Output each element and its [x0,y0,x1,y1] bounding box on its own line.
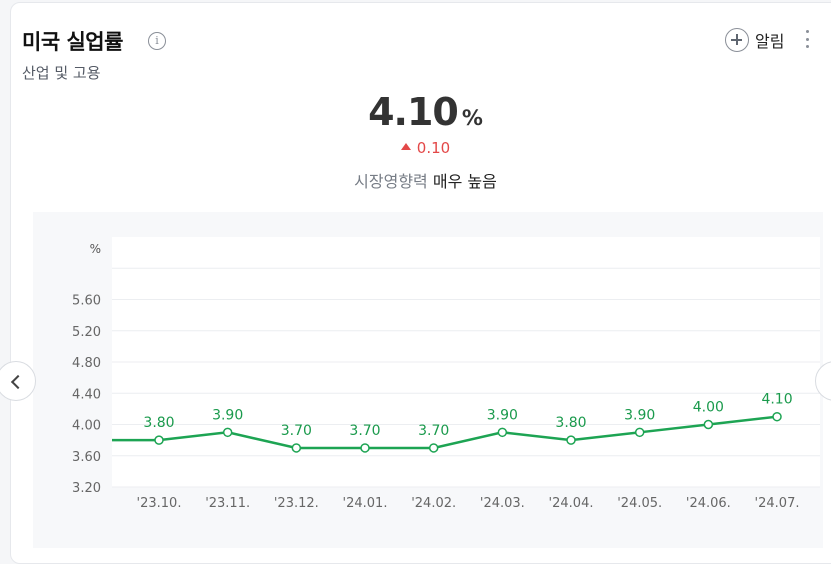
chevron-left-icon [10,374,26,390]
page-title: 미국 실업률 [22,30,123,54]
alarm-label: 알림 [755,32,785,51]
chart-area [33,212,823,548]
change-row: 0.10 [0,139,831,157]
market-impact: 시장영향력 매우 높음 [0,168,831,192]
alarm-button[interactable]: 알림 [725,26,784,54]
current-value-row: 4.10% [0,90,831,134]
impact-level: 매우 높음 [432,172,497,191]
impact-label: 시장영향력 [354,172,428,191]
change-value: 0.10 [416,139,451,157]
category-subtitle: 산업 및 고용 [22,64,101,82]
chevron-right-icon [825,374,831,390]
current-value: 4.10 [368,90,459,134]
chart-prev-button[interactable] [0,361,36,401]
more-vertical-icon[interactable] [806,30,810,48]
plus-icon [725,28,749,52]
up-arrow-icon [400,143,411,150]
info-icon[interactable]: i [148,32,166,50]
value-unit: % [461,106,483,130]
